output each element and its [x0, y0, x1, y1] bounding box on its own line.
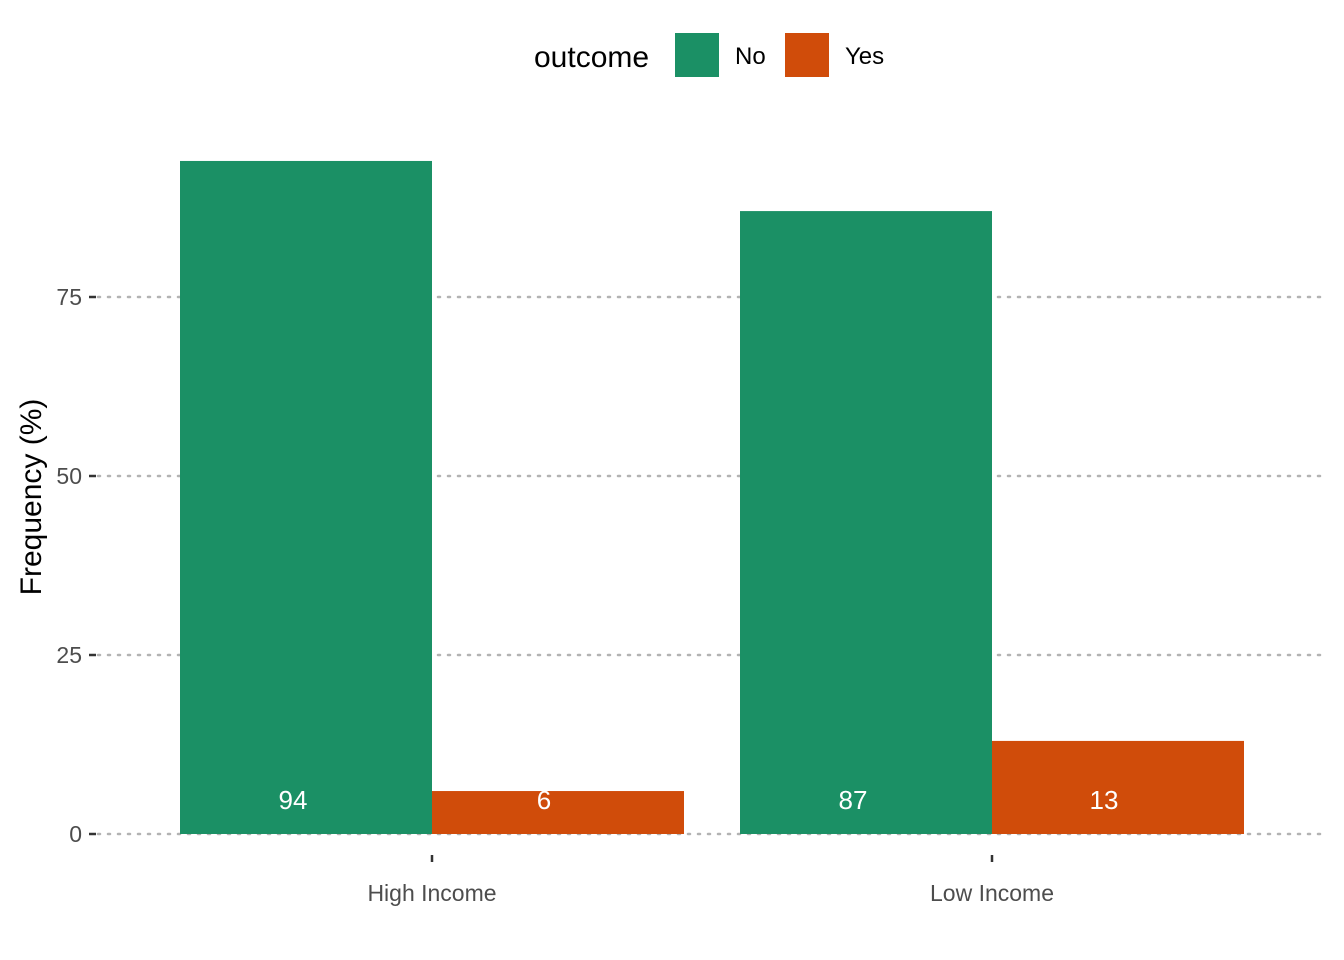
y-tick-label: 50 [56, 463, 82, 489]
legend-key-no [675, 33, 719, 77]
bar-no-high-income [180, 160, 432, 834]
x-tick-label: Low Income [930, 880, 1054, 906]
legend: outcome No Yes [534, 33, 884, 77]
x-axis-ticks: High Income Low Income [367, 855, 1054, 906]
y-axis-ticks: 0 25 50 75 [56, 284, 96, 847]
y-axis-title: Frequency (%) [15, 399, 48, 596]
y-tick-label: 75 [56, 284, 82, 310]
legend-label-yes: Yes [845, 43, 884, 70]
legend-label-no: No [735, 43, 766, 70]
bar-value-label: 6 [537, 785, 551, 815]
y-tick-label: 0 [69, 821, 82, 847]
bar-no-low-income [740, 211, 992, 834]
bar-labels: 94 6 87 13 [279, 785, 1119, 815]
bar-value-label: 13 [1090, 785, 1119, 815]
bar-value-label: 94 [279, 785, 308, 815]
x-tick-label: High Income [367, 880, 496, 906]
legend-key-yes [785, 33, 829, 77]
bar-value-label: 87 [839, 785, 868, 815]
bar-yes-high-income [432, 791, 684, 834]
y-tick-label: 25 [56, 642, 82, 668]
legend-title: outcome [534, 41, 649, 74]
bar-yes-low-income [992, 740, 1244, 834]
bars [180, 160, 1244, 834]
